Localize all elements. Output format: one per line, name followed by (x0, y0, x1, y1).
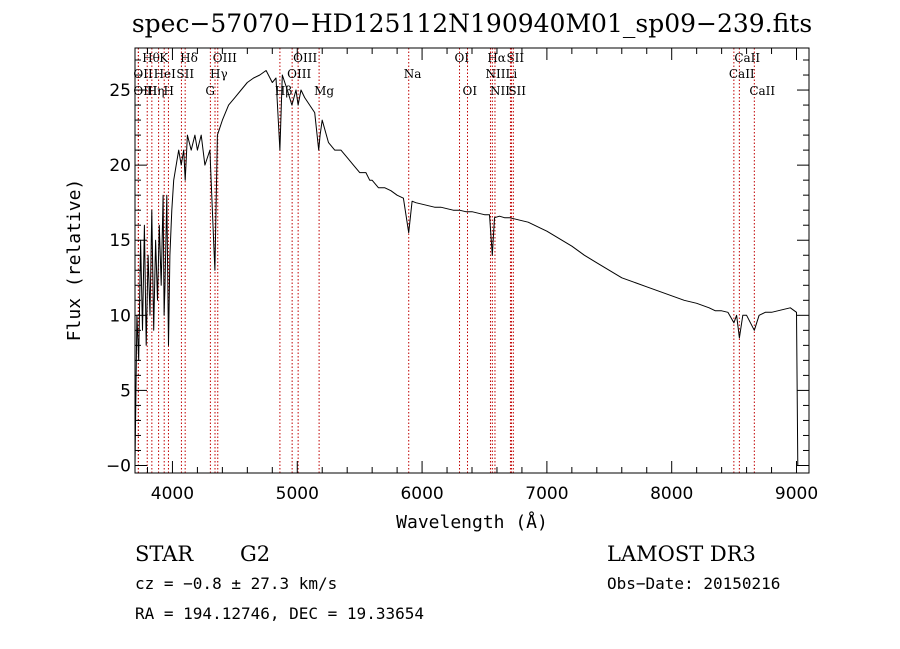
x-axis-ticks: 4000 5000 6000 7000 8000 9000 (146, 48, 818, 504)
y-tick-label: 15 (109, 231, 131, 251)
x-tick-label: 7000 (525, 484, 568, 504)
x-tick-label: 6000 (400, 484, 443, 504)
spectral-line-label: Hγ (210, 67, 228, 81)
x-axis-label: Wavelength (Å) (396, 511, 548, 533)
object-class: STAR (135, 542, 194, 566)
spectral-line-label: SII (508, 84, 526, 98)
y-tick-label: 20 (109, 156, 131, 176)
y-tick-label: 25 (109, 81, 131, 101)
plot-frame (134, 47, 810, 474)
spectral-line-label: K (159, 51, 169, 65)
spectral-line-label: OIII (287, 67, 311, 81)
spectral-line-label: OIII (293, 51, 317, 65)
spectral-line-label: H (163, 84, 173, 98)
spectral-line-label: CaII (729, 67, 755, 81)
spectrum-line (134, 70, 799, 466)
y-axis-ticks: −0 5 10 15 20 25 (106, 59, 809, 476)
spectral-line-label: SII (506, 51, 524, 65)
x-tick-label: 5000 (276, 484, 319, 504)
spectral-line-label: Mg (314, 84, 334, 98)
y-tick-label: −0 (106, 456, 131, 476)
spectral-line-label: HeI (154, 67, 177, 81)
y-axis-label: Flux (relative) (64, 179, 85, 342)
spectral-line-label: Hη (147, 84, 165, 98)
spectral-line-label: OI (455, 51, 470, 65)
object-subclass: G2 (240, 542, 270, 566)
x-tick-label: 8000 (650, 484, 693, 504)
spectral-line-label: NII (485, 67, 505, 81)
spectral-line-label: OIII (213, 51, 237, 65)
redshift-cz: cz = −0.8 ± 27.3 km/s (135, 574, 337, 593)
spectral-line-label: Hα (487, 51, 506, 65)
observation-date: Obs−Date: 20150216 (607, 574, 780, 593)
spectral-line-label: Hθ (142, 51, 160, 65)
spectral-line-label: CaII (734, 51, 760, 65)
spectral-line-label: CaII (749, 84, 775, 98)
spectral-line-label: OII (133, 67, 153, 81)
x-tick-label: 4000 (151, 484, 194, 504)
spectral-line-label: NII (490, 84, 510, 98)
chart-title: spec−57070−HD125112N190940M01_sp09−239.f… (132, 9, 812, 38)
survey-name: LAMOST DR3 (607, 542, 756, 566)
spectral-line-label: Hβ (275, 84, 292, 98)
spectral-line-label: G (205, 84, 215, 98)
spectral-line-label: Li (505, 67, 517, 81)
y-tick-label: 10 (109, 306, 131, 326)
spectrum-series (134, 70, 799, 466)
x-tick-label: 9000 (775, 484, 818, 504)
y-tick-label: 5 (120, 381, 131, 401)
spectral-line-label: Na (404, 67, 422, 81)
spectral-line-label: OI (463, 84, 478, 98)
coordinates: RA = 194.12746, DEC = 19.33654 (135, 604, 424, 623)
spectral-line-label: Hδ (180, 51, 198, 65)
